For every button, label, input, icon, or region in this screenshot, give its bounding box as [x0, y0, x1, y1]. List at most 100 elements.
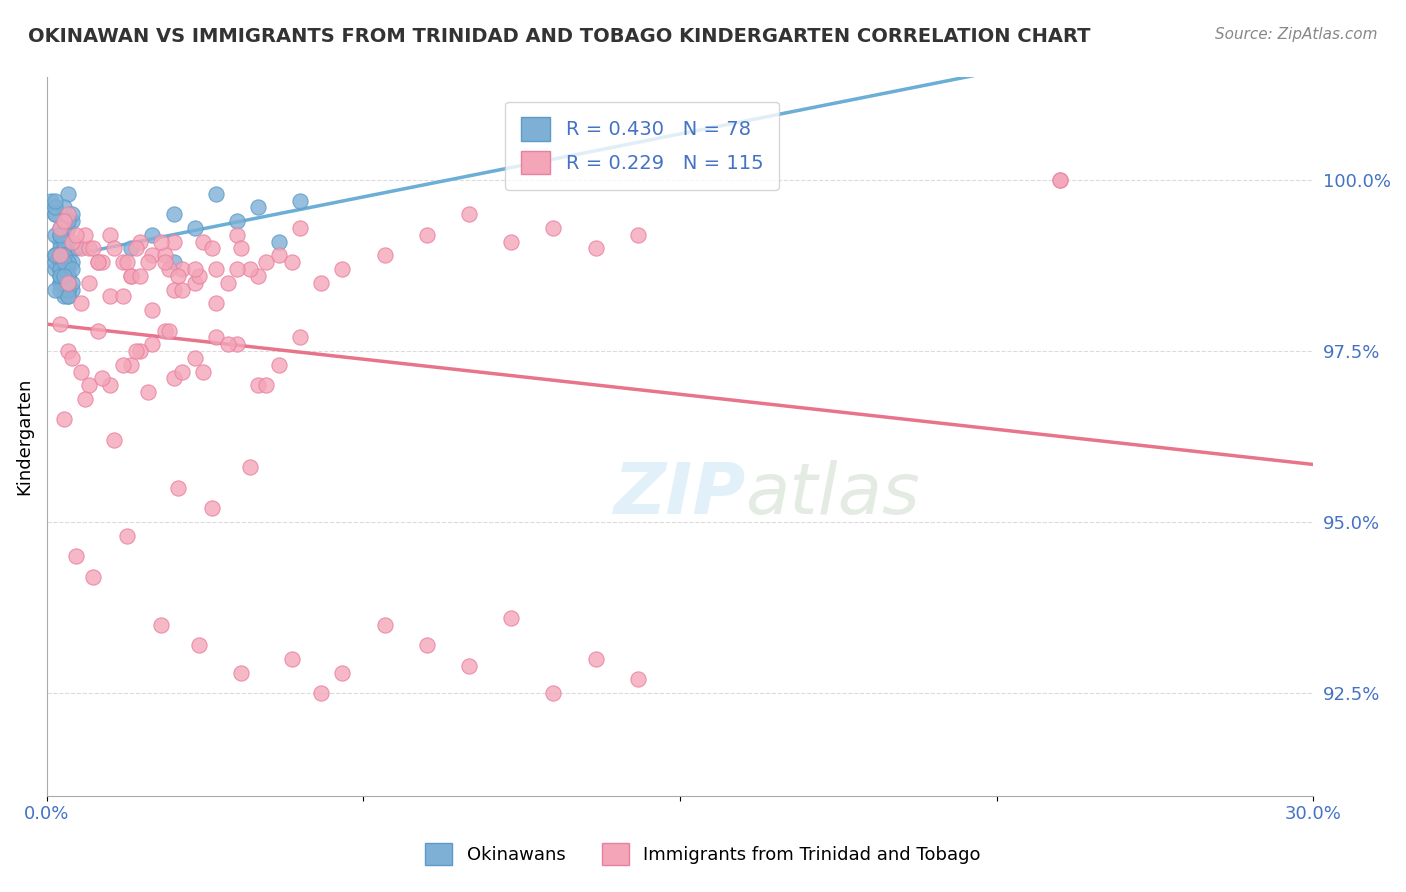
Point: [52, 201, 75, 215]
Point: [267, 358, 290, 372]
Text: ZIP: ZIP: [614, 459, 747, 529]
Point: [246, 268, 269, 283]
Point: [56, 262, 79, 277]
Point: [153, 255, 176, 269]
Point: [111, 289, 134, 303]
Point: [225, 262, 247, 277]
Point: [48, 235, 70, 249]
Point: [183, 276, 205, 290]
Point: [204, 262, 226, 277]
Point: [56, 344, 79, 359]
Point: [254, 378, 277, 392]
Point: [56, 235, 79, 249]
Point: [52, 248, 75, 262]
Point: [60, 207, 83, 221]
Point: [52, 214, 75, 228]
Point: [56, 214, 79, 228]
Point: [56, 289, 79, 303]
Point: [191, 235, 214, 249]
Point: [56, 242, 79, 256]
Point: [48, 242, 70, 256]
Point: [254, 255, 277, 269]
Legend: R = 0.430   N = 78, R = 0.229   N = 115: R = 0.430 N = 78, R = 0.229 N = 115: [505, 102, 779, 190]
Point: [48, 227, 70, 242]
Point: [153, 324, 176, 338]
Point: [585, 242, 607, 256]
Point: [200, 501, 222, 516]
Point: [124, 242, 146, 256]
Point: [48, 262, 70, 277]
Point: [44, 248, 66, 262]
Point: [82, 242, 104, 256]
Point: [56, 221, 79, 235]
Point: [1049, 173, 1071, 187]
Point: [627, 673, 650, 687]
Point: [458, 658, 481, 673]
Point: [48, 227, 70, 242]
Point: [69, 242, 91, 256]
Point: [288, 330, 311, 344]
Point: [48, 276, 70, 290]
Point: [103, 242, 125, 256]
Point: [166, 481, 188, 495]
Point: [416, 638, 439, 652]
Point: [543, 686, 565, 700]
Point: [157, 324, 180, 338]
Point: [103, 433, 125, 447]
Point: [162, 255, 184, 269]
Point: [217, 276, 239, 290]
Point: [374, 248, 396, 262]
Point: [128, 344, 150, 359]
Point: [311, 686, 333, 700]
Point: [416, 227, 439, 242]
Point: [73, 392, 96, 406]
Point: [136, 385, 159, 400]
Point: [65, 549, 87, 564]
Point: [48, 221, 70, 235]
Point: [120, 358, 142, 372]
Point: [332, 665, 354, 680]
Point: [288, 194, 311, 208]
Point: [48, 317, 70, 331]
Point: [120, 268, 142, 283]
Point: [48, 276, 70, 290]
Point: [246, 378, 269, 392]
Point: [183, 351, 205, 365]
Point: [183, 221, 205, 235]
Point: [204, 186, 226, 201]
Y-axis label: Kindergarten: Kindergarten: [15, 378, 32, 495]
Point: [60, 351, 83, 365]
Point: [162, 283, 184, 297]
Point: [141, 248, 163, 262]
Point: [44, 283, 66, 297]
Point: [166, 268, 188, 283]
Point: [501, 235, 523, 249]
Point: [141, 227, 163, 242]
Point: [111, 358, 134, 372]
Point: [98, 289, 121, 303]
Point: [374, 617, 396, 632]
Point: [44, 255, 66, 269]
Point: [82, 570, 104, 584]
Point: [60, 235, 83, 249]
Text: atlas: atlas: [745, 459, 920, 529]
Point: [52, 289, 75, 303]
Point: [52, 255, 75, 269]
Point: [98, 227, 121, 242]
Point: [191, 365, 214, 379]
Point: [77, 276, 100, 290]
Point: [56, 276, 79, 290]
Text: OKINAWAN VS IMMIGRANTS FROM TRINIDAD AND TOBAGO KINDERGARTEN CORRELATION CHART: OKINAWAN VS IMMIGRANTS FROM TRINIDAD AND…: [28, 27, 1091, 45]
Point: [44, 207, 66, 221]
Point: [56, 268, 79, 283]
Point: [162, 235, 184, 249]
Point: [86, 255, 108, 269]
Point: [149, 235, 172, 249]
Point: [56, 255, 79, 269]
Point: [44, 194, 66, 208]
Point: [48, 221, 70, 235]
Point: [229, 665, 252, 680]
Point: [501, 611, 523, 625]
Point: [48, 227, 70, 242]
Point: [141, 303, 163, 318]
